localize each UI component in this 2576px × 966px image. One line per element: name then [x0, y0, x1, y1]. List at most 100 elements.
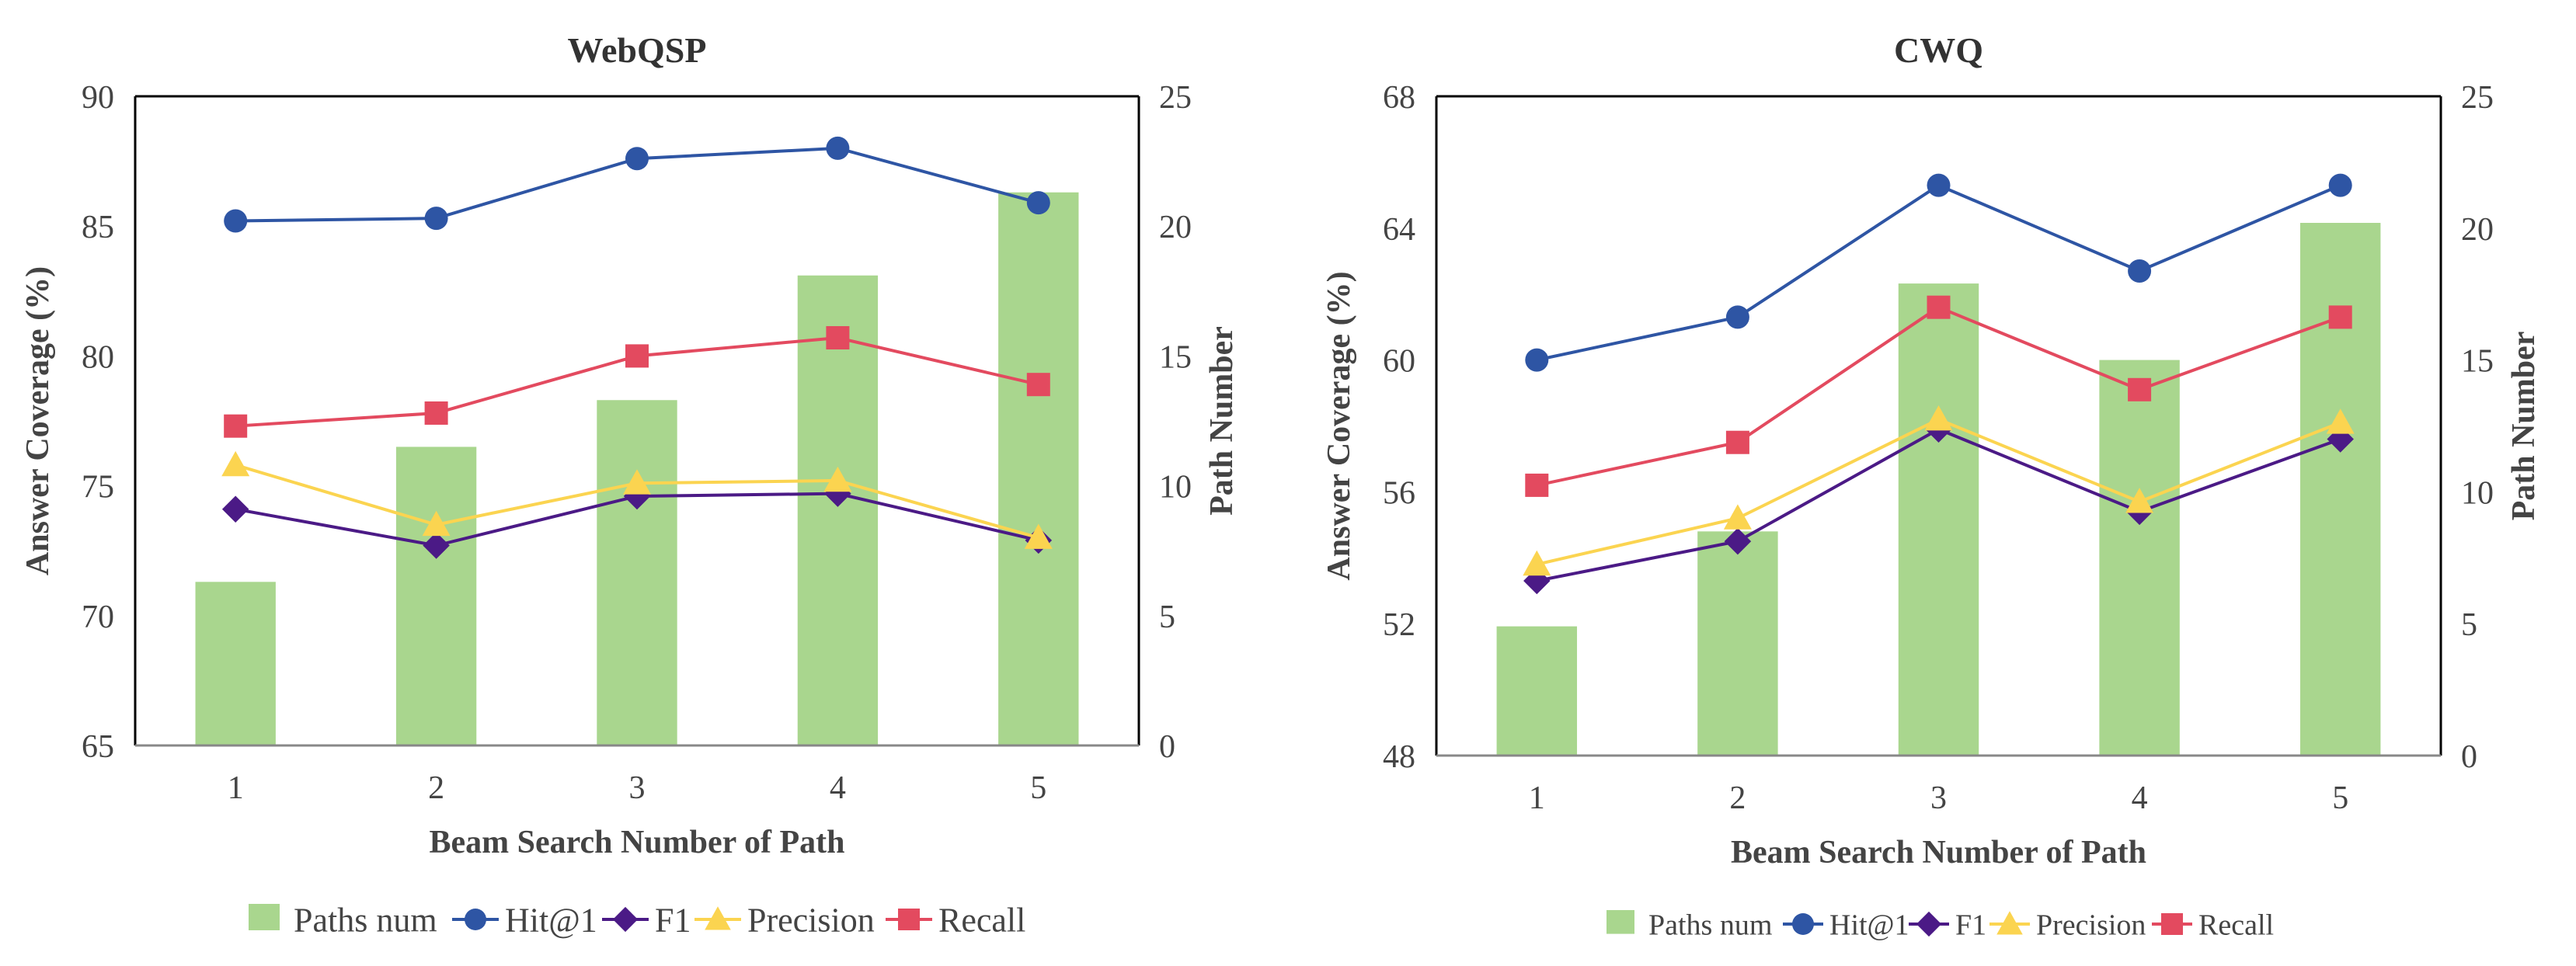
point-precision-4	[823, 466, 852, 492]
legend-precision-marker	[1996, 911, 2023, 935]
chart-cwq: CWQ 48 52 56 60 64 68 0 5 10 15 20 25 1 2 3 4 5 Beam Searc…	[1321, 30, 2542, 870]
point-recall-4	[826, 325, 850, 349]
y2-tick-label: 10	[1159, 470, 1192, 506]
bar-paths-num-1	[1496, 626, 1578, 756]
chart-title: WebQSP	[568, 30, 707, 70]
legend-recall-marker	[2161, 913, 2183, 935]
point-f1-1	[221, 495, 249, 523]
point-precision-1	[221, 450, 250, 477]
bar-paths-num-2	[395, 447, 477, 745]
legend-precision-label: Precision	[747, 901, 875, 939]
x-tick-label: 5	[2332, 780, 2348, 816]
point-recall-2	[424, 401, 448, 425]
x-tick-label: 1	[228, 770, 244, 806]
point-recall-1	[224, 414, 248, 438]
y-tick-label: 75	[82, 470, 114, 506]
x-tick-label: 3	[629, 770, 646, 806]
y2-axis-label: Path Number	[1204, 326, 1240, 516]
legend-hit-marker	[465, 909, 486, 930]
point-precision-4	[2125, 488, 2154, 513]
y2-tick-label: 0	[1159, 729, 1175, 765]
bar-paths-num-4	[2099, 360, 2180, 756]
y2-tick-label: 20	[2461, 212, 2494, 248]
point-f1-2	[1724, 527, 1752, 555]
x-tick-label: 2	[1729, 780, 1746, 816]
legend-paths-swatch	[1607, 910, 1634, 934]
point-hit-3	[1927, 173, 1951, 197]
y-tick-label: 48	[1383, 739, 1415, 775]
legend-recall-label: Recall	[938, 901, 1025, 939]
chart-webqsp: WebQSP 65 70 75 80 85 90 0 5 10 15 20 25 1 2 3 4 5 Beam Se…	[20, 30, 1240, 860]
y-tick-label: 65	[82, 729, 114, 765]
y2-tick-label: 25	[1159, 80, 1192, 116]
legend-paths-label: Paths num	[294, 901, 437, 939]
legend-recall-label: Recall	[2198, 909, 2274, 941]
point-hit-2	[424, 207, 448, 231]
x-tick-label: 3	[1930, 780, 1947, 816]
y-axis-label: Answer Coverage (%)	[1321, 271, 1357, 580]
point-recall-2	[1725, 430, 1749, 454]
point-precision-3	[623, 469, 651, 495]
y2-tick-label: 10	[2461, 475, 2494, 511]
point-hit-3	[625, 147, 649, 171]
bar-paths-num-5	[2299, 223, 2381, 756]
y-tick-label: 60	[1383, 344, 1415, 380]
y2-tick-label: 20	[1159, 210, 1192, 245]
point-recall-3	[625, 344, 649, 368]
point-precision-2	[1723, 504, 1752, 530]
point-hit-5	[1026, 191, 1050, 215]
point-recall-4	[2128, 377, 2152, 401]
point-precision-1	[1523, 550, 1551, 576]
legend-hit-label: Hit@1	[505, 901, 597, 939]
point-hit-4	[2128, 259, 2152, 283]
y2-tick-label: 25	[2461, 80, 2494, 116]
chart-title: CWQ	[1894, 30, 1983, 70]
bar-paths-num-3	[597, 400, 677, 745]
y-tick-label: 68	[1383, 80, 1415, 116]
legend-paths-label: Paths num	[1648, 909, 1772, 941]
point-hit-4	[826, 136, 850, 160]
legend-f1-label: F1	[655, 901, 691, 939]
legend-precision-label: Precision	[2036, 909, 2146, 941]
legend-recall-marker	[898, 909, 920, 930]
y-tick-label: 56	[1383, 475, 1415, 511]
point-hit-1	[1525, 348, 1549, 372]
x-tick-label: 1	[1529, 780, 1545, 816]
bar-paths-num-3	[1898, 283, 1979, 756]
x-axis-label: Beam Search Number of Path	[1731, 835, 2146, 870]
y-tick-label: 64	[1383, 212, 1415, 248]
y-tick-label: 52	[1383, 607, 1415, 643]
legend-webqsp: Paths num Hit@1 F1 Precision Recall	[249, 901, 1025, 939]
legend-precision-marker	[705, 906, 731, 930]
point-hit-2	[1725, 305, 1749, 329]
y2-tick-label: 0	[2461, 739, 2477, 775]
y2-tick-label: 15	[2461, 344, 2494, 380]
y-tick-label: 85	[82, 210, 114, 245]
x-tick-label: 5	[1030, 770, 1046, 806]
bar-paths-num-2	[1697, 531, 1778, 756]
bar-paths-num-4	[797, 275, 879, 746]
point-recall-1	[1525, 473, 1549, 497]
x-tick-label: 2	[428, 770, 444, 806]
y2-tick-label: 5	[1159, 599, 1175, 635]
point-precision-5	[1024, 523, 1053, 549]
y-tick-label: 90	[82, 80, 114, 116]
legend-cwq: Paths num Hit@1 F1 Precision Recall	[1607, 909, 2274, 941]
point-recall-5	[1026, 373, 1050, 397]
point-recall-5	[2328, 305, 2352, 329]
legend-f1-label: F1	[1955, 909, 1986, 941]
x-tick-label: 4	[2132, 780, 2148, 816]
point-precision-2	[422, 510, 451, 537]
legend-hit-label: Hit@1	[1829, 909, 1909, 941]
y-axis-label: Answer Coverage (%)	[20, 266, 56, 575]
x-tick-label: 4	[830, 770, 846, 806]
point-recall-3	[1927, 295, 1951, 319]
point-f1-2	[423, 532, 450, 559]
legend-f1-marker	[612, 906, 639, 933]
y2-axis-label: Path Number	[2506, 332, 2542, 521]
y-tick-label: 70	[82, 599, 114, 635]
bar-paths-num-5	[998, 192, 1079, 745]
point-precision-5	[2326, 408, 2355, 434]
